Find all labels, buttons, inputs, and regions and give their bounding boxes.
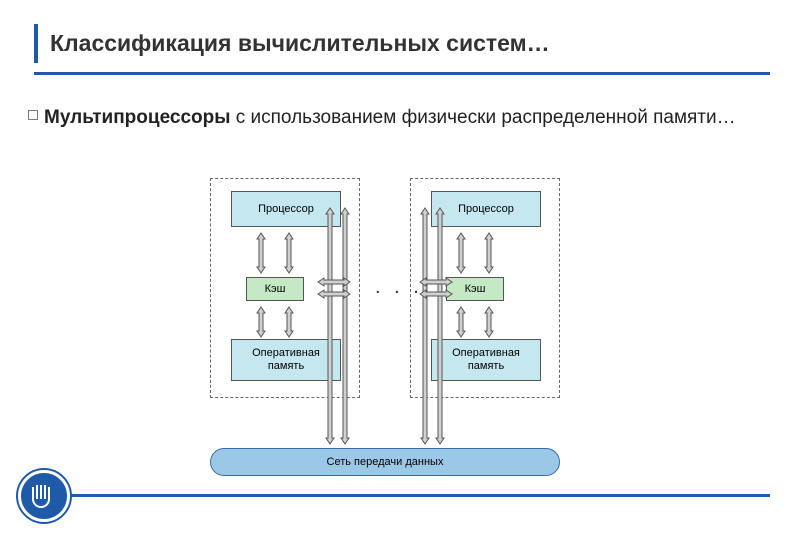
diagram: Процессор Кэш Оперативная память Процесс… — [190, 178, 610, 478]
body-bold: Мультипроцессоры — [44, 107, 230, 128]
title-underline — [34, 72, 770, 75]
inter-arrows — [190, 178, 610, 488]
logo-inner-icon — [27, 479, 61, 513]
title-accent-bar — [34, 24, 38, 63]
footer-line — [30, 494, 770, 497]
body-text: Мультипроцессоры с использованием физиче… — [44, 106, 760, 131]
logo-icon — [18, 470, 70, 522]
bullet-icon — [28, 110, 38, 120]
body-rest: с использованием физически распределенно… — [230, 107, 735, 128]
page-title: Классификация вычислительных систем… — [50, 24, 550, 63]
title-wrap: Классификация вычислительных систем… — [34, 24, 550, 63]
network-block: Сеть передачи данных — [210, 448, 560, 476]
